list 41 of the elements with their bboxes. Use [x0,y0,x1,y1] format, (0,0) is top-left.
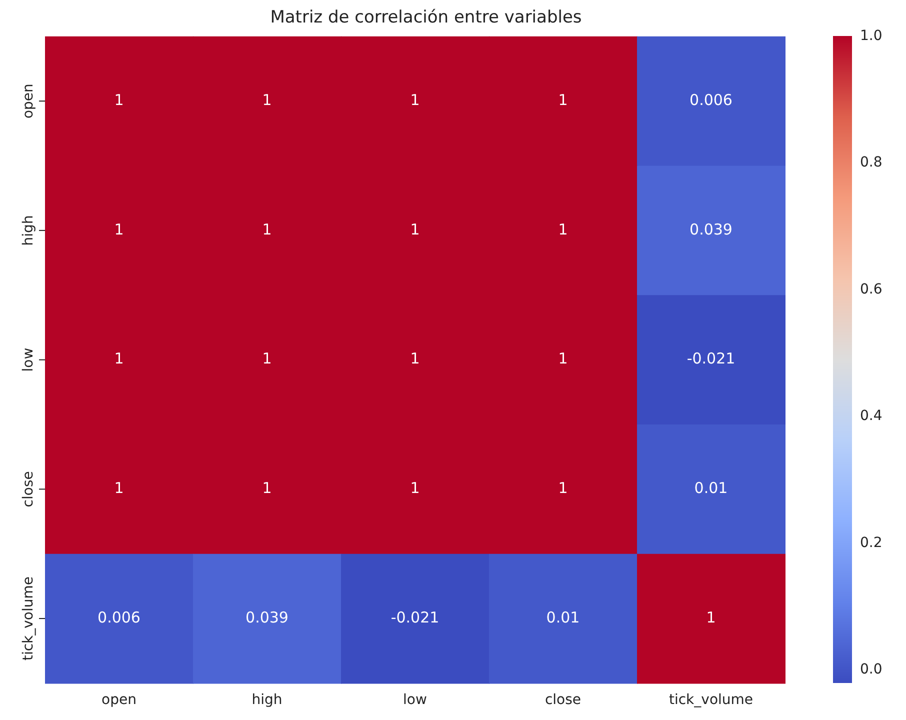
data-label: 1 [410,90,420,109]
data-label: 1 [410,220,420,238]
data-label: -0.021 [686,350,736,368]
data-label: 1 [558,350,568,368]
data-label: 0.039 [690,220,732,238]
color-bar-label: 0.2 [860,534,882,551]
data-label: 1 [706,608,716,626]
data-label: 0.006 [690,90,732,109]
data-label: 1 [558,479,568,498]
data-label: 1 [114,479,124,498]
data-label: 1 [410,350,420,368]
x-tick-label: close [544,692,582,708]
x-tick-label: high [252,692,282,708]
data-label: 1 [114,350,124,368]
data-label: 0.006 [98,608,140,626]
data-label: 0.039 [246,608,288,626]
data-label: 1 [114,90,124,109]
color-bar-label: 0.8 [860,154,882,171]
color-bar-label: 0.6 [860,281,882,298]
data-label: -0.021 [390,608,440,626]
y-tick-label: open [20,84,37,119]
data-label: 1 [410,479,420,498]
color-bar-label: 0.0 [860,662,882,678]
x-tick-label: tick_volume [668,692,754,708]
data-label: 0.01 [694,479,728,498]
data-label: 1 [558,90,568,109]
data-label: 1 [114,220,124,238]
data-label: 1 [558,220,568,238]
y-tick-label: close [20,471,37,508]
data-label: 0.01 [546,608,580,626]
x-tick-label: open [102,692,136,708]
x-tick-label: low [403,692,427,708]
data-label: 1 [262,90,272,109]
color-bar-label: 0.4 [860,408,882,424]
y-tick-label: low [20,348,37,372]
data-label: 1 [262,350,272,368]
y-tick-label: high [20,215,37,246]
chart-title: Matriz de correlación entre variables [270,8,582,28]
color-bar-label: 1.0 [860,28,882,44]
data-label: 1 [262,479,272,498]
data-label: 1 [262,220,272,238]
